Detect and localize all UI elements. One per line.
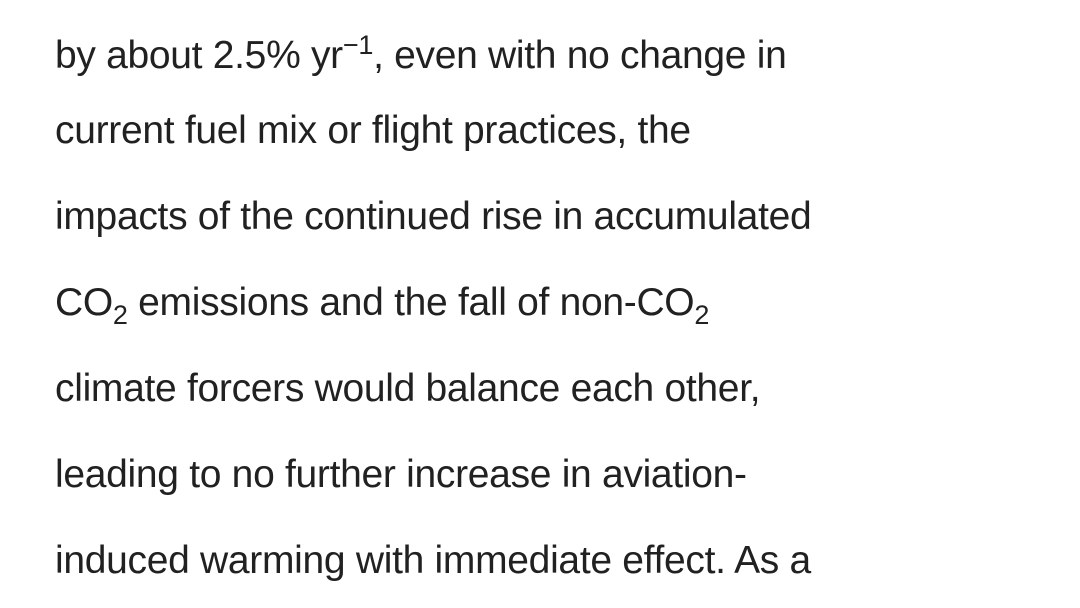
text-line: leading to no further increase in aviati… xyxy=(55,452,747,498)
text-run: impacts of the continued rise in accumul… xyxy=(55,195,812,238)
text-line: climate forcers would balance each other… xyxy=(55,366,761,412)
text-line: impacts of the continued rise in accumul… xyxy=(55,194,812,240)
text-run: , even with no change in xyxy=(373,34,787,77)
subscript: 2 xyxy=(694,300,710,330)
text-run: induced warming with immediate effect. A… xyxy=(55,539,811,582)
subscript: 2 xyxy=(112,300,128,330)
text-run: leading to no further increase in aviati… xyxy=(55,453,747,496)
superscript: −1 xyxy=(342,30,374,60)
text-run: CO xyxy=(55,281,113,324)
text-run: current fuel mix or flight practices, th… xyxy=(55,109,691,152)
text-run: by about 2.5% yr xyxy=(55,34,343,77)
text-run: emissions and the fall of non-CO xyxy=(127,281,695,324)
text-line: current fuel mix or flight practices, th… xyxy=(55,108,691,154)
text-line: induced warming with immediate effect. A… xyxy=(55,538,811,584)
text-line: CO2 emissions and the fall of non-CO2 xyxy=(55,280,709,338)
text-run: climate forcers would balance each other… xyxy=(55,367,761,410)
text-line: by about 2.5% yr−1, even with no change … xyxy=(55,22,787,79)
